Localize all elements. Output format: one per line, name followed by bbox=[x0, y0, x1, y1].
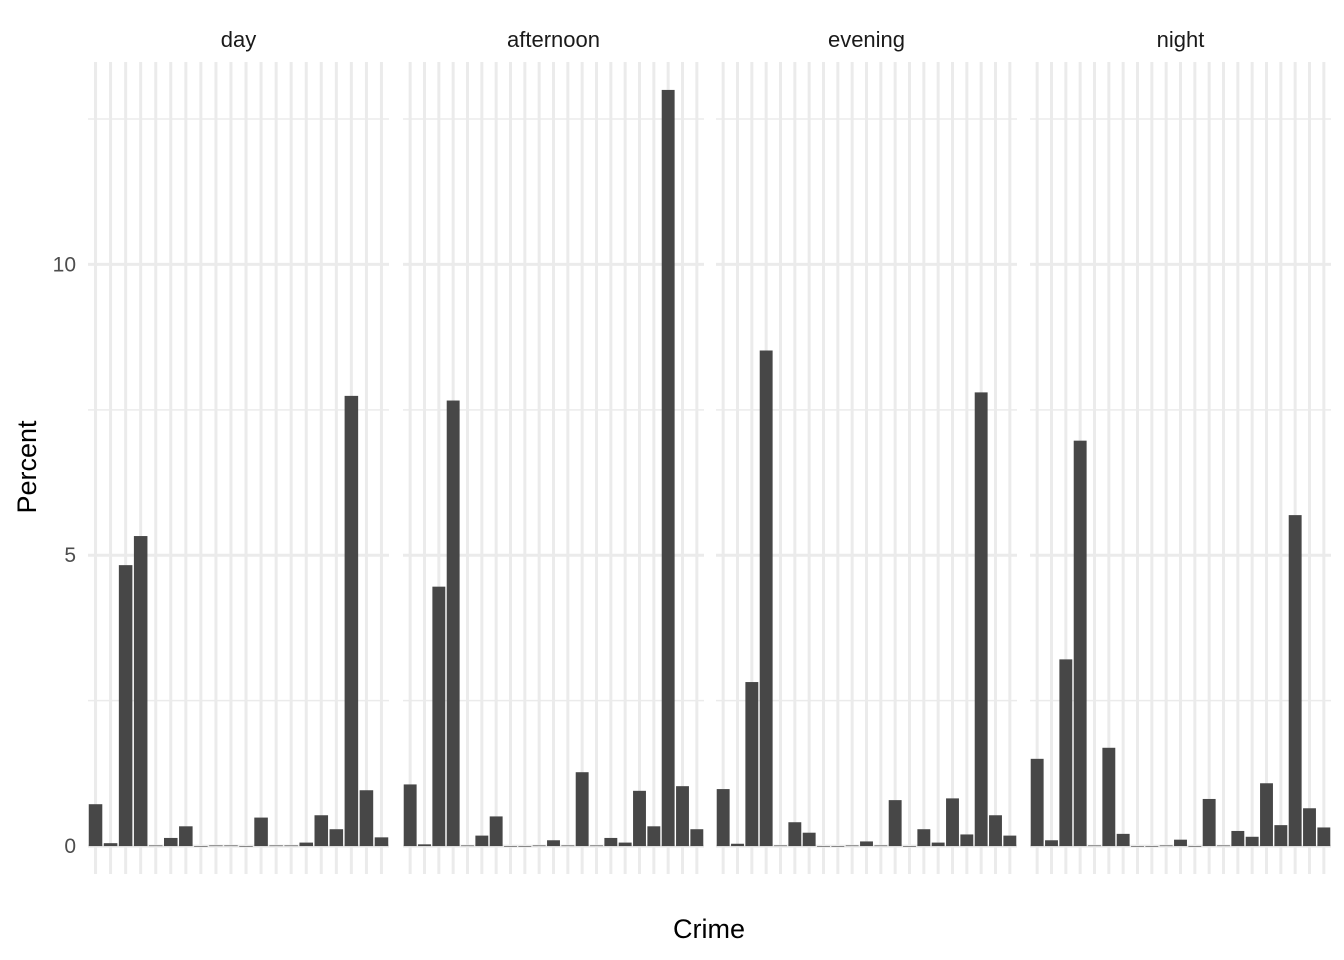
bar-day-16 bbox=[314, 815, 329, 847]
y-tick-label: 10 bbox=[53, 253, 76, 276]
bar-day-2 bbox=[103, 843, 118, 847]
bar-night-18 bbox=[1274, 825, 1288, 847]
bar-day-9 bbox=[209, 845, 223, 847]
bar-night-19 bbox=[1288, 515, 1302, 847]
facet-strip-label: afternoon bbox=[507, 27, 600, 52]
bar-night-1 bbox=[1030, 758, 1044, 847]
bar-evening-18 bbox=[960, 834, 974, 847]
bar-afternoon-11 bbox=[547, 840, 560, 847]
facet-panel-day: day bbox=[88, 27, 389, 874]
x-axis-title: Crime bbox=[673, 914, 745, 944]
bar-night-16 bbox=[1245, 836, 1259, 847]
bar-night-20 bbox=[1303, 808, 1316, 847]
bar-day-14 bbox=[284, 845, 298, 847]
bar-evening-10 bbox=[845, 845, 859, 847]
bar-evening-16 bbox=[931, 842, 945, 847]
bar-night-6 bbox=[1102, 747, 1116, 847]
facet-panel-afternoon: afternoon bbox=[403, 27, 704, 874]
bar-day-8 bbox=[194, 846, 208, 847]
bar-evening-4 bbox=[759, 350, 773, 847]
bar-afternoon-9 bbox=[518, 846, 532, 847]
bar-day-6 bbox=[164, 837, 178, 847]
facet-strip-label: evening bbox=[828, 27, 905, 52]
bar-afternoon-19 bbox=[661, 89, 675, 847]
bar-night-10 bbox=[1159, 845, 1173, 847]
bar-afternoon-10 bbox=[532, 845, 546, 847]
bar-evening-3 bbox=[745, 682, 759, 847]
bar-night-15 bbox=[1231, 830, 1245, 847]
bar-afternoon-18 bbox=[647, 826, 661, 847]
bar-afternoon-12 bbox=[561, 845, 575, 847]
bar-day-12 bbox=[254, 817, 268, 847]
bar-evening-7 bbox=[802, 832, 816, 847]
bar-evening-21 bbox=[1003, 835, 1017, 847]
bar-day-13 bbox=[269, 845, 283, 847]
bar-evening-1 bbox=[716, 789, 730, 847]
bar-afternoon-3 bbox=[432, 586, 446, 847]
bar-evening-13 bbox=[888, 800, 902, 847]
bar-day-4 bbox=[133, 536, 148, 847]
bar-evening-19 bbox=[974, 392, 988, 847]
bar-afternoon-7 bbox=[489, 816, 503, 847]
bar-day-15 bbox=[299, 842, 313, 847]
bar-night-8 bbox=[1131, 846, 1144, 847]
bar-evening-5 bbox=[774, 845, 787, 847]
bar-night-7 bbox=[1116, 833, 1130, 847]
bar-afternoon-2 bbox=[418, 844, 431, 847]
bar-night-2 bbox=[1045, 840, 1058, 847]
y-tick-label: 5 bbox=[64, 544, 76, 567]
bar-day-19 bbox=[359, 790, 374, 847]
bar-afternoon-1 bbox=[403, 784, 417, 847]
bar-evening-8 bbox=[817, 846, 830, 847]
bar-afternoon-20 bbox=[676, 786, 689, 847]
bar-night-3 bbox=[1059, 659, 1073, 847]
bar-night-21 bbox=[1317, 827, 1331, 847]
bar-afternoon-16 bbox=[618, 842, 632, 847]
bar-night-12 bbox=[1188, 846, 1202, 847]
bar-night-17 bbox=[1260, 783, 1273, 847]
bar-evening-15 bbox=[917, 829, 931, 847]
facet-panels: day afternoon evening night bbox=[88, 27, 1331, 874]
bar-afternoon-14 bbox=[590, 845, 603, 847]
y-axis: 0 5 10 bbox=[53, 253, 76, 858]
bar-evening-2 bbox=[731, 843, 744, 847]
bar-afternoon-21 bbox=[690, 829, 704, 847]
bar-afternoon-5 bbox=[461, 845, 474, 847]
bar-evening-6 bbox=[788, 822, 802, 847]
bar-afternoon-13 bbox=[575, 772, 589, 847]
facet-strip-label: day bbox=[221, 27, 256, 52]
bar-evening-17 bbox=[946, 798, 959, 847]
bar-day-5 bbox=[148, 845, 163, 847]
bar-day-1 bbox=[88, 804, 103, 847]
bar-night-11 bbox=[1174, 839, 1187, 847]
facet-strip-label: night bbox=[1157, 27, 1205, 52]
bar-afternoon-15 bbox=[604, 837, 618, 847]
bar-afternoon-4 bbox=[446, 400, 460, 847]
bar-evening-9 bbox=[831, 846, 845, 847]
bar-evening-14 bbox=[903, 846, 916, 847]
y-tick-label: 0 bbox=[64, 835, 76, 858]
bar-evening-11 bbox=[860, 841, 873, 847]
bar-day-10 bbox=[224, 845, 238, 847]
bar-day-17 bbox=[329, 829, 344, 847]
bar-day-20 bbox=[374, 837, 389, 847]
bar-night-5 bbox=[1088, 845, 1101, 847]
bar-evening-20 bbox=[989, 815, 1002, 847]
bar-afternoon-17 bbox=[633, 790, 646, 847]
bar-night-4 bbox=[1073, 440, 1087, 847]
facet-panel-night: night bbox=[1030, 27, 1331, 874]
bar-night-9 bbox=[1145, 846, 1159, 847]
facet-panel-evening: evening bbox=[716, 27, 1017, 874]
y-axis-title: Percent bbox=[12, 420, 42, 514]
bar-evening-12 bbox=[874, 845, 888, 847]
bar-day-3 bbox=[118, 565, 133, 847]
bar-afternoon-6 bbox=[475, 835, 489, 847]
bar-day-7 bbox=[179, 826, 193, 847]
bar-afternoon-8 bbox=[504, 846, 517, 847]
bar-night-14 bbox=[1217, 845, 1230, 847]
bar-day-11 bbox=[239, 846, 253, 847]
bar-day-18 bbox=[344, 395, 359, 847]
bar-night-13 bbox=[1202, 798, 1216, 847]
